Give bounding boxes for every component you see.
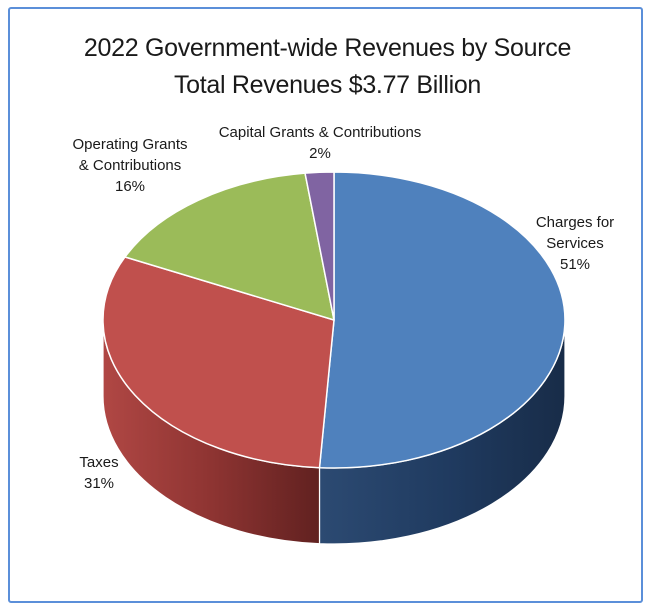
slice-percent: 2% (309, 145, 331, 162)
slice-percent: 16% (114, 178, 146, 195)
pie-slice-taxes (102, 256, 335, 469)
slice-percent: 31% (83, 475, 115, 492)
slice-label-line: Operating Grants (72, 136, 188, 153)
slice-label-operating-grants: Operating Grants & Contributions 16% (50, 134, 210, 197)
slice-label-line: & Contributions (78, 157, 182, 174)
chart-title: 2022 Government-wide Revenues by Source (83, 34, 572, 62)
slice-label-taxes: Taxes 31% (64, 452, 134, 494)
slice-label-line: Services (546, 235, 604, 252)
pie-slice-operating-grants (124, 172, 335, 321)
slice-label-line: Capital Grants & Contributions (218, 124, 422, 141)
slice-label-charges-for-services: Charges for Services 51% (520, 212, 630, 275)
slice-percent: 51% (559, 256, 591, 273)
slice-label-line: Charges for (535, 214, 615, 231)
chart-subtitle: Total Revenues $3.77 Billion (173, 71, 482, 99)
slice-label-line: Taxes (79, 454, 119, 471)
slice-label-capital-grants: Capital Grants & Contributions 2% (200, 122, 440, 164)
pie-slice-capital-grants (304, 171, 335, 321)
pie-slice-charges-for-services (318, 171, 566, 469)
